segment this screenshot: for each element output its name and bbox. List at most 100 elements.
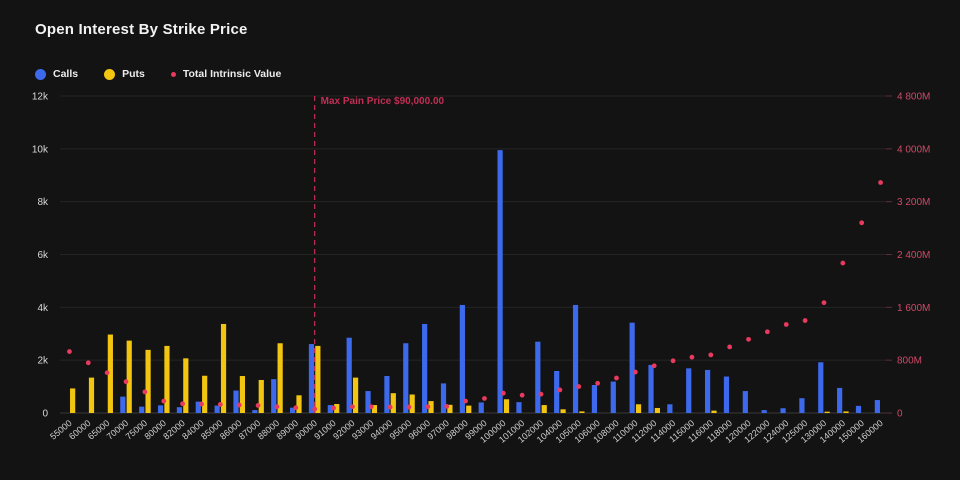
intrinsic-dot-86000[interactable] — [236, 402, 242, 408]
bar-puts-84000[interactable] — [202, 375, 208, 413]
intrinsic-dot-92000[interactable] — [349, 404, 355, 410]
bar-calls-122000[interactable] — [761, 410, 767, 413]
bar-puts-65000[interactable] — [107, 334, 113, 413]
bar-calls-86000[interactable] — [233, 390, 239, 413]
intrinsic-dot-75000[interactable] — [142, 389, 148, 395]
legend-item-intrinsic[interactable]: Total Intrinsic Value — [170, 68, 281, 80]
bar-calls-125000[interactable] — [799, 398, 805, 413]
bar-puts-102000[interactable] — [541, 405, 547, 413]
bar-puts-87000[interactable] — [258, 379, 264, 413]
intrinsic-dot-116000[interactable] — [708, 352, 714, 358]
bar-calls-89000[interactable] — [289, 407, 296, 413]
intrinsic-dot-97000[interactable] — [444, 403, 450, 409]
bar-puts-100000[interactable] — [503, 399, 510, 413]
intrinsic-dot-112000[interactable] — [651, 363, 657, 369]
bar-puts-80000[interactable] — [164, 345, 170, 413]
bar-calls-99000[interactable] — [478, 402, 484, 413]
bar-puts-75000[interactable] — [145, 349, 151, 413]
intrinsic-dot-118000[interactable] — [727, 344, 733, 350]
intrinsic-dot-114000[interactable] — [670, 358, 676, 364]
intrinsic-dot-122000[interactable] — [764, 329, 770, 335]
bar-puts-86000[interactable] — [239, 376, 246, 413]
bar-puts-140000[interactable] — [843, 411, 849, 413]
bar-calls-88000[interactable] — [271, 379, 277, 413]
bar-calls-98000[interactable] — [459, 304, 465, 413]
bar-puts-112000[interactable] — [654, 407, 661, 413]
bar-calls-84000[interactable] — [195, 401, 201, 413]
bar-puts-98000[interactable] — [466, 405, 472, 413]
bar-puts-91000[interactable] — [334, 404, 340, 413]
intrinsic-dot-106000[interactable] — [595, 380, 601, 386]
bar-puts-92000[interactable] — [352, 377, 359, 413]
bar-calls-150000[interactable] — [855, 405, 862, 413]
bar-puts-82000[interactable] — [183, 358, 189, 413]
bar-puts-130000[interactable] — [824, 411, 830, 413]
intrinsic-dot-85000[interactable] — [217, 402, 223, 407]
bar-calls-82000[interactable] — [176, 407, 183, 413]
intrinsic-dot-100000[interactable] — [500, 390, 506, 396]
bar-puts-60000[interactable] — [88, 377, 95, 413]
intrinsic-dot-82000[interactable] — [180, 401, 186, 407]
bar-puts-104000[interactable] — [560, 409, 566, 413]
bar-calls-97000[interactable] — [440, 383, 447, 413]
bar-puts-97000[interactable] — [447, 404, 453, 413]
intrinsic-dot-125000[interactable] — [802, 318, 808, 323]
bar-puts-116000[interactable] — [711, 410, 717, 413]
bar-calls-105000[interactable] — [572, 304, 579, 413]
intrinsic-dot-140000[interactable] — [840, 260, 846, 266]
bar-puts-95000[interactable] — [409, 394, 415, 413]
intrinsic-dot-99000[interactable] — [482, 396, 487, 401]
intrinsic-dot-150000[interactable] — [859, 220, 865, 226]
bar-calls-101000[interactable] — [516, 402, 522, 413]
bar-calls-93000[interactable] — [365, 391, 371, 413]
intrinsic-dot-70000[interactable] — [123, 379, 129, 385]
bar-calls-140000[interactable] — [837, 387, 843, 413]
bar-calls-87000[interactable] — [252, 410, 258, 413]
intrinsic-dot-94000[interactable] — [387, 404, 393, 410]
bar-puts-94000[interactable] — [390, 393, 396, 413]
intrinsic-dot-124000[interactable] — [783, 322, 789, 327]
bar-calls-91000[interactable] — [327, 405, 333, 413]
bar-puts-110000[interactable] — [635, 404, 642, 413]
bar-puts-90000[interactable] — [315, 345, 321, 413]
intrinsic-dot-160000[interactable] — [878, 180, 883, 185]
bar-calls-110000[interactable] — [629, 322, 635, 413]
legend-item-calls[interactable]: Calls — [35, 68, 78, 80]
intrinsic-dot-120000[interactable] — [746, 336, 751, 342]
bar-calls-102000[interactable] — [535, 341, 541, 413]
legend-item-puts[interactable]: Puts — [104, 68, 145, 80]
intrinsic-dot-95000[interactable] — [406, 404, 412, 410]
bar-calls-118000[interactable] — [723, 376, 730, 413]
intrinsic-dot-93000[interactable] — [368, 404, 374, 410]
bar-calls-160000[interactable] — [874, 400, 880, 413]
bar-calls-90000[interactable] — [308, 344, 315, 413]
intrinsic-dot-102000[interactable] — [538, 391, 544, 397]
bar-calls-116000[interactable] — [704, 369, 711, 413]
bar-calls-114000[interactable] — [667, 404, 673, 413]
bar-calls-92000[interactable] — [346, 337, 352, 413]
bar-puts-89000[interactable] — [296, 395, 302, 413]
bar-calls-120000[interactable] — [742, 391, 748, 413]
bar-puts-55000[interactable] — [70, 388, 76, 413]
bar-puts-85000[interactable] — [220, 323, 227, 413]
intrinsic-dot-105000[interactable] — [576, 384, 582, 389]
bar-calls-108000[interactable] — [610, 381, 616, 413]
bar-calls-130000[interactable] — [818, 362, 824, 413]
intrinsic-dot-91000[interactable] — [331, 405, 336, 411]
intrinsic-dot-89000[interactable] — [293, 405, 299, 411]
bar-calls-112000[interactable] — [648, 364, 654, 413]
bar-calls-96000[interactable] — [422, 323, 428, 413]
intrinsic-dot-115000[interactable] — [689, 354, 695, 360]
bar-puts-105000[interactable] — [579, 411, 585, 413]
bar-calls-100000[interactable] — [497, 150, 503, 413]
intrinsic-dot-104000[interactable] — [557, 387, 563, 393]
bar-calls-124000[interactable] — [780, 408, 786, 413]
bar-puts-70000[interactable] — [126, 340, 132, 413]
bar-calls-94000[interactable] — [384, 376, 390, 413]
intrinsic-dot-130000[interactable] — [821, 300, 827, 306]
intrinsic-dot-80000[interactable] — [161, 398, 167, 404]
bar-calls-70000[interactable] — [120, 396, 126, 413]
bar-calls-104000[interactable] — [554, 370, 560, 413]
bar-puts-88000[interactable] — [277, 343, 283, 413]
intrinsic-dot-90000[interactable] — [312, 406, 318, 412]
